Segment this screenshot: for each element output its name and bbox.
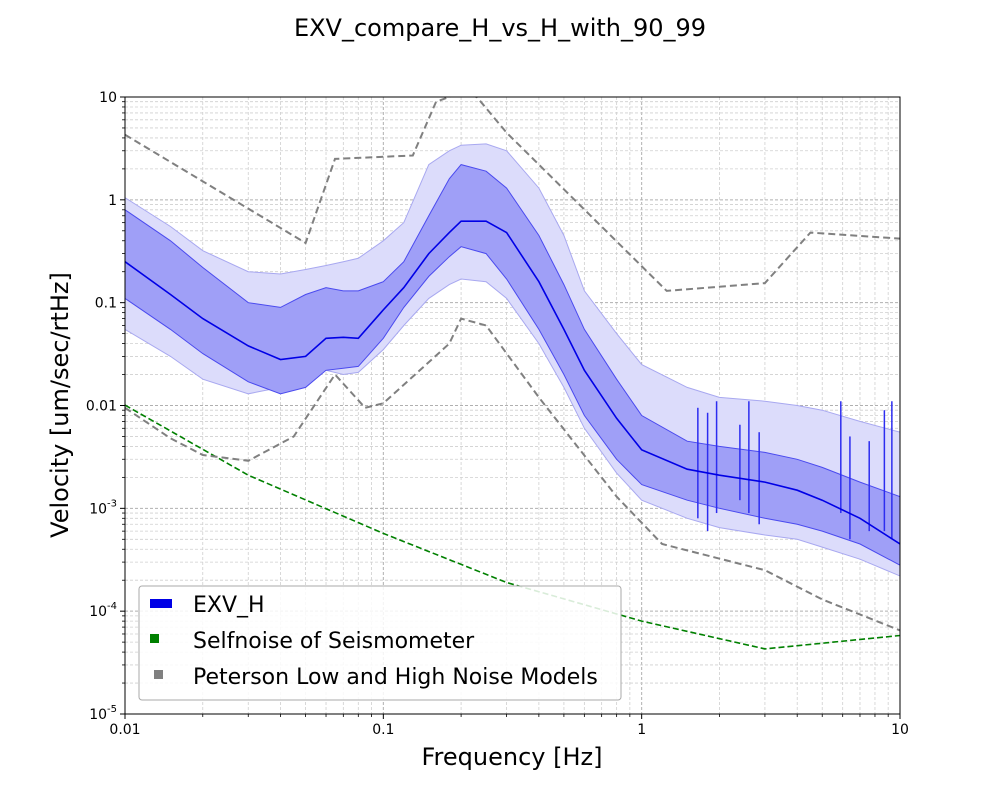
x-tick-label: 10 <box>891 722 909 738</box>
y-tick-base: 10 <box>89 501 107 517</box>
y-tick-exponent: -4 <box>107 601 117 612</box>
series-peterson-high-line <box>125 97 900 292</box>
y-tick-label: 0.1 <box>95 296 117 312</box>
y-tick-label: 10-3 <box>89 498 117 517</box>
chart-title: EXV_compare_H_vs_H_with_90_99 <box>294 14 706 42</box>
y-tick-label: 10-4 <box>89 601 117 620</box>
series-exv-h-line <box>125 220 900 545</box>
x-axis-label: Frequency [Hz] <box>422 743 603 771</box>
legend-label-selfnoise: Selfnoise of Seismometer <box>193 629 475 654</box>
y-tick-label: 10 <box>99 90 117 106</box>
legend-swatch-exv-h <box>150 599 172 608</box>
series-selfnoise-line <box>125 404 900 650</box>
band-90-percentile <box>125 164 900 566</box>
series-peterson-low-line <box>125 317 900 632</box>
legend-box <box>138 585 622 701</box>
legend-swatch-peterson <box>154 670 163 679</box>
y-tick-label: 1 <box>108 193 117 209</box>
y-tick-label: 10-5 <box>89 704 117 723</box>
y-tick-label: 0.01 <box>86 399 117 415</box>
legend-label-peterson: Peterson Low and High Noise Models <box>193 665 598 690</box>
legend-label-exv-h: EXV_H <box>193 593 265 618</box>
data-layer <box>125 97 900 650</box>
legend-swatch-selfnoise <box>150 634 159 643</box>
x-tick-label: 0.01 <box>109 722 140 738</box>
y-tick-exponent: -5 <box>107 704 117 715</box>
legend: EXV_H Selfnoise of Seismometer Peterson … <box>138 585 622 701</box>
y-axis-label: Velocity [um/sec/rtHz] <box>46 272 74 538</box>
y-tick-base: 10 <box>89 707 107 723</box>
x-tick-label: 1 <box>637 722 646 738</box>
y-tick-exponent: -3 <box>107 498 117 509</box>
y-tick-base: 10 <box>89 604 107 620</box>
x-tick-label: 0.1 <box>372 722 394 738</box>
